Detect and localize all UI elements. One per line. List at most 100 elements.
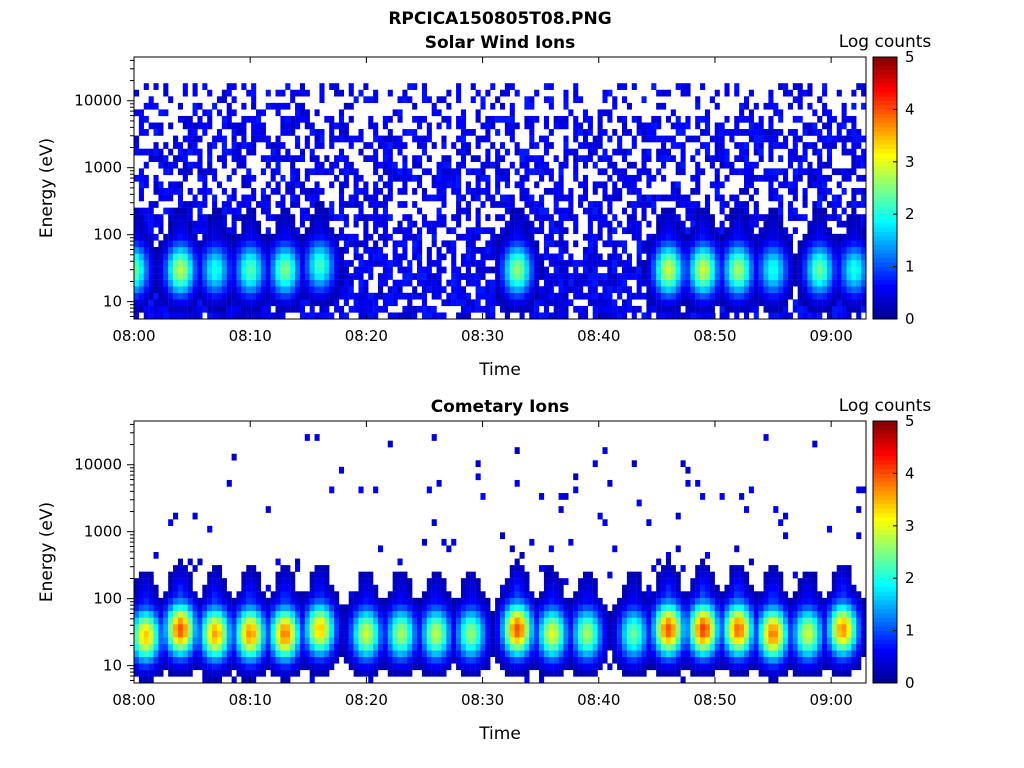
heatmap-cell (426, 624, 432, 631)
heatmap-cell (543, 292, 549, 300)
heatmap-cell (168, 663, 174, 671)
heatmap-cell (173, 591, 179, 599)
heatmap-cell (456, 220, 462, 228)
heatmap-cell (182, 220, 188, 228)
heatmap-cell (148, 617, 154, 625)
heatmap-cell (173, 663, 179, 671)
heatmap-cell (436, 220, 442, 228)
heatmap-cell (714, 227, 720, 235)
heatmap-cell (143, 286, 149, 293)
heatmap-cell (836, 299, 842, 307)
heatmap-cell (861, 102, 867, 110)
heatmap-cell (426, 630, 432, 638)
heatmap-cell (758, 227, 764, 235)
heatmap-cell (592, 188, 598, 195)
heatmap-cell (436, 624, 442, 631)
heatmap-cell (465, 233, 471, 241)
heatmap-cell (504, 273, 510, 280)
heatmap-cell (558, 286, 564, 293)
heatmap-cell (778, 115, 784, 123)
heatmap-cell (241, 122, 247, 130)
heatmap-cell (295, 617, 301, 625)
heatmap-cell (524, 630, 530, 638)
heatmap-cell (382, 181, 388, 189)
heatmap-cell (212, 591, 218, 599)
heatmap-cell (578, 122, 584, 130)
heatmap-cell (387, 591, 393, 599)
heatmap-cell (251, 630, 257, 638)
heatmap-cell (441, 538, 447, 546)
heatmap-cell (514, 597, 520, 605)
heatmap-cell (573, 174, 579, 182)
heatmap-cell (265, 292, 271, 300)
heatmap-cell (768, 194, 774, 202)
heatmap-cell (431, 102, 437, 110)
heatmap-cell (441, 168, 447, 176)
heatmap-cell (812, 260, 818, 267)
heatmap-cell (753, 260, 759, 267)
heatmap-cell (329, 604, 335, 612)
heatmap-cell (690, 279, 696, 287)
heatmap-cell (382, 266, 388, 274)
heatmap-cell (773, 273, 779, 280)
heatmap-cell (778, 142, 784, 149)
heatmap-cell (612, 286, 618, 293)
heatmap-cell (826, 214, 833, 221)
heatmap-cell (134, 109, 140, 117)
heatmap-cell (158, 188, 164, 195)
heatmap-cell (260, 669, 266, 677)
heatmap-cell (836, 260, 842, 267)
heatmap-cell (324, 214, 330, 221)
heatmap-cell (290, 240, 296, 248)
heatmap-cell (295, 663, 301, 671)
heatmap-cell (695, 220, 701, 228)
heatmap-cell (768, 240, 774, 248)
heatmap-cell (470, 624, 476, 631)
heatmap-cell (695, 253, 701, 261)
heatmap-cell (739, 233, 745, 241)
heatmap-cell (285, 643, 291, 651)
heatmap-cell (495, 201, 501, 208)
heatmap-cell (412, 604, 418, 612)
heatmap-cell (524, 286, 530, 293)
heatmap-cell (158, 656, 164, 664)
heatmap-cell (207, 115, 213, 123)
heatmap-cell (241, 617, 247, 625)
heatmap-cell (480, 96, 486, 104)
heatmap-cell (187, 161, 193, 169)
heatmap-cell (407, 305, 413, 313)
heatmap-cell (778, 312, 784, 320)
heatmap-cell (382, 168, 388, 176)
heatmap-cell (626, 253, 632, 261)
heatmap-cell (304, 617, 310, 625)
heatmap-cell (431, 194, 437, 202)
heatmap-cell (709, 240, 715, 248)
heatmap-cell (656, 279, 662, 287)
heatmap-cell (500, 584, 506, 592)
heatmap-cell (348, 650, 354, 657)
heatmap-cell (197, 630, 203, 638)
heatmap-cell (324, 233, 330, 241)
heatmap-cell (553, 273, 559, 280)
heatmap-cell (500, 292, 506, 300)
heatmap-cell (373, 161, 379, 169)
heatmap-cell (704, 286, 711, 293)
heatmap-cell (397, 168, 403, 176)
heatmap-cell (831, 312, 837, 320)
heatmap-cell (739, 188, 745, 195)
heatmap-cell (636, 279, 642, 287)
heatmap-cell (173, 155, 179, 162)
heatmap-cell (441, 155, 447, 162)
heatmap-cell (270, 617, 276, 625)
heatmap-cell (138, 207, 144, 215)
heatmap-cell (714, 246, 720, 254)
heatmap-cell (495, 233, 501, 241)
heatmap-cell (334, 656, 340, 664)
heatmap-cell (187, 246, 193, 254)
heatmap-cell (817, 233, 823, 241)
heatmap-cell (690, 174, 696, 182)
heatmap-cell (778, 155, 784, 162)
heatmap-cell (348, 305, 354, 313)
heatmap-cell (314, 168, 320, 176)
heatmap-cell (397, 115, 403, 123)
